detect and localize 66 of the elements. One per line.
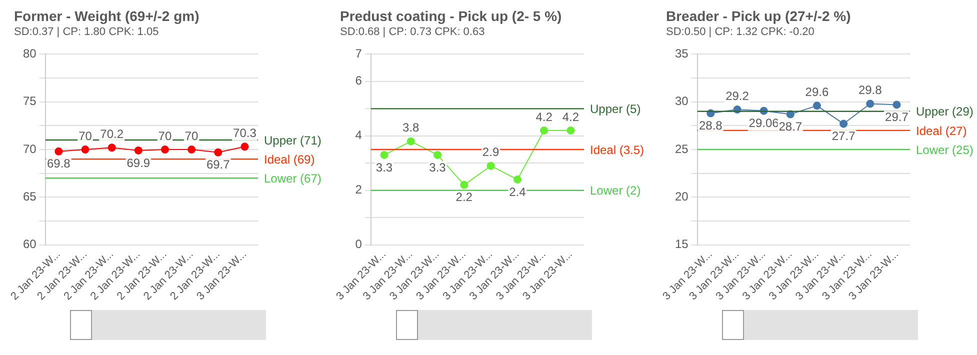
data-label: 70 bbox=[158, 128, 172, 143]
y-tick-label: 75 bbox=[23, 94, 37, 108]
point bbox=[434, 150, 442, 159]
data-label: 3.3 bbox=[376, 160, 393, 174]
y-tick-label: 20 bbox=[675, 189, 689, 204]
ref-line-label: Ideal (3.5) bbox=[590, 142, 644, 157]
data-label: 29.06 bbox=[748, 116, 780, 130]
data-label: 3.3 bbox=[429, 160, 446, 174]
y-tick-label: 7 bbox=[355, 46, 362, 61]
data-label: 70 bbox=[184, 128, 199, 143]
ref-line-label: Lower (2) bbox=[590, 184, 641, 198]
point bbox=[892, 100, 901, 109]
data-label: 29.2 bbox=[726, 88, 750, 103]
point bbox=[566, 126, 575, 134]
data-label: 70 bbox=[78, 128, 92, 143]
point bbox=[406, 137, 415, 146]
data-label: 2.4 bbox=[509, 184, 526, 199]
ref-line-label: Ideal (69) bbox=[264, 152, 315, 166]
data-label: 27.7 bbox=[832, 129, 856, 144]
y-tick-label: 2 bbox=[355, 182, 362, 197]
y-tick-label: 65 bbox=[23, 189, 37, 204]
data-label: 2.9 bbox=[482, 145, 500, 160]
data-label: 69.9 bbox=[126, 156, 150, 170]
chart-title: Predust coating - Pick up (2- 5 %) bbox=[340, 8, 563, 24]
data-label: 3.8 bbox=[402, 120, 420, 135]
chart-subtitle: SD:0.50 | CP: 1.32 CPK: -0.20 bbox=[666, 26, 816, 38]
data-label: 4.2 bbox=[536, 110, 553, 124]
ref-line-label: Upper (5) bbox=[590, 102, 641, 116]
data-label: 4.2 bbox=[562, 110, 580, 124]
data-label: 69.7 bbox=[206, 158, 230, 172]
data-label: 70.2 bbox=[100, 126, 124, 141]
chart-subtitle: SD:0.68 | CP: 0.73 CPK: 0.63 bbox=[340, 26, 486, 38]
y-tick-label: 0 bbox=[355, 237, 362, 252]
data-label: 29.7 bbox=[885, 110, 909, 124]
point bbox=[513, 175, 522, 184]
data-label: 29.6 bbox=[805, 84, 829, 99]
data-label: 69.8 bbox=[46, 156, 71, 171]
y-tick-label: 30 bbox=[675, 94, 689, 108]
chart-subtitle: SD:0.37 | CP: 1.80 CPK: 1.05 bbox=[14, 26, 160, 38]
ref-line-label: Ideal (27) bbox=[916, 124, 967, 138]
y-tick-label: 70 bbox=[23, 142, 37, 156]
data-label: 28.8 bbox=[698, 118, 723, 133]
y-tick-label: 35 bbox=[675, 46, 689, 61]
point bbox=[866, 100, 874, 108]
y-tick-label: 25 bbox=[675, 142, 689, 156]
point bbox=[812, 102, 821, 110]
chart-title: Breader - Pick up (27+/-2 %) bbox=[666, 8, 852, 24]
y-tick-label: 60 bbox=[23, 237, 37, 252]
data-label: 28.7 bbox=[778, 120, 802, 134]
y-tick-label: 6 bbox=[355, 74, 362, 88]
point bbox=[540, 126, 548, 134]
chart-title: Former - Weight (69+/-2 gm) bbox=[14, 8, 200, 24]
ref-line-label: Lower (25) bbox=[916, 142, 974, 157]
point bbox=[460, 180, 468, 189]
point bbox=[486, 162, 495, 170]
data-label: 29.8 bbox=[858, 83, 882, 98]
point bbox=[380, 150, 388, 159]
point bbox=[840, 120, 848, 128]
ref-line-label: Upper (71) bbox=[264, 133, 322, 148]
y-tick-label: 4 bbox=[355, 128, 362, 142]
ref-line-label: Lower (67) bbox=[264, 171, 322, 186]
ref-line-label: Upper (29) bbox=[916, 104, 974, 119]
data-label: 2.2 bbox=[456, 190, 473, 204]
data-label: 70.3 bbox=[233, 126, 257, 140]
y-tick-label: 80 bbox=[23, 46, 37, 61]
y-tick-label: 15 bbox=[675, 237, 689, 252]
